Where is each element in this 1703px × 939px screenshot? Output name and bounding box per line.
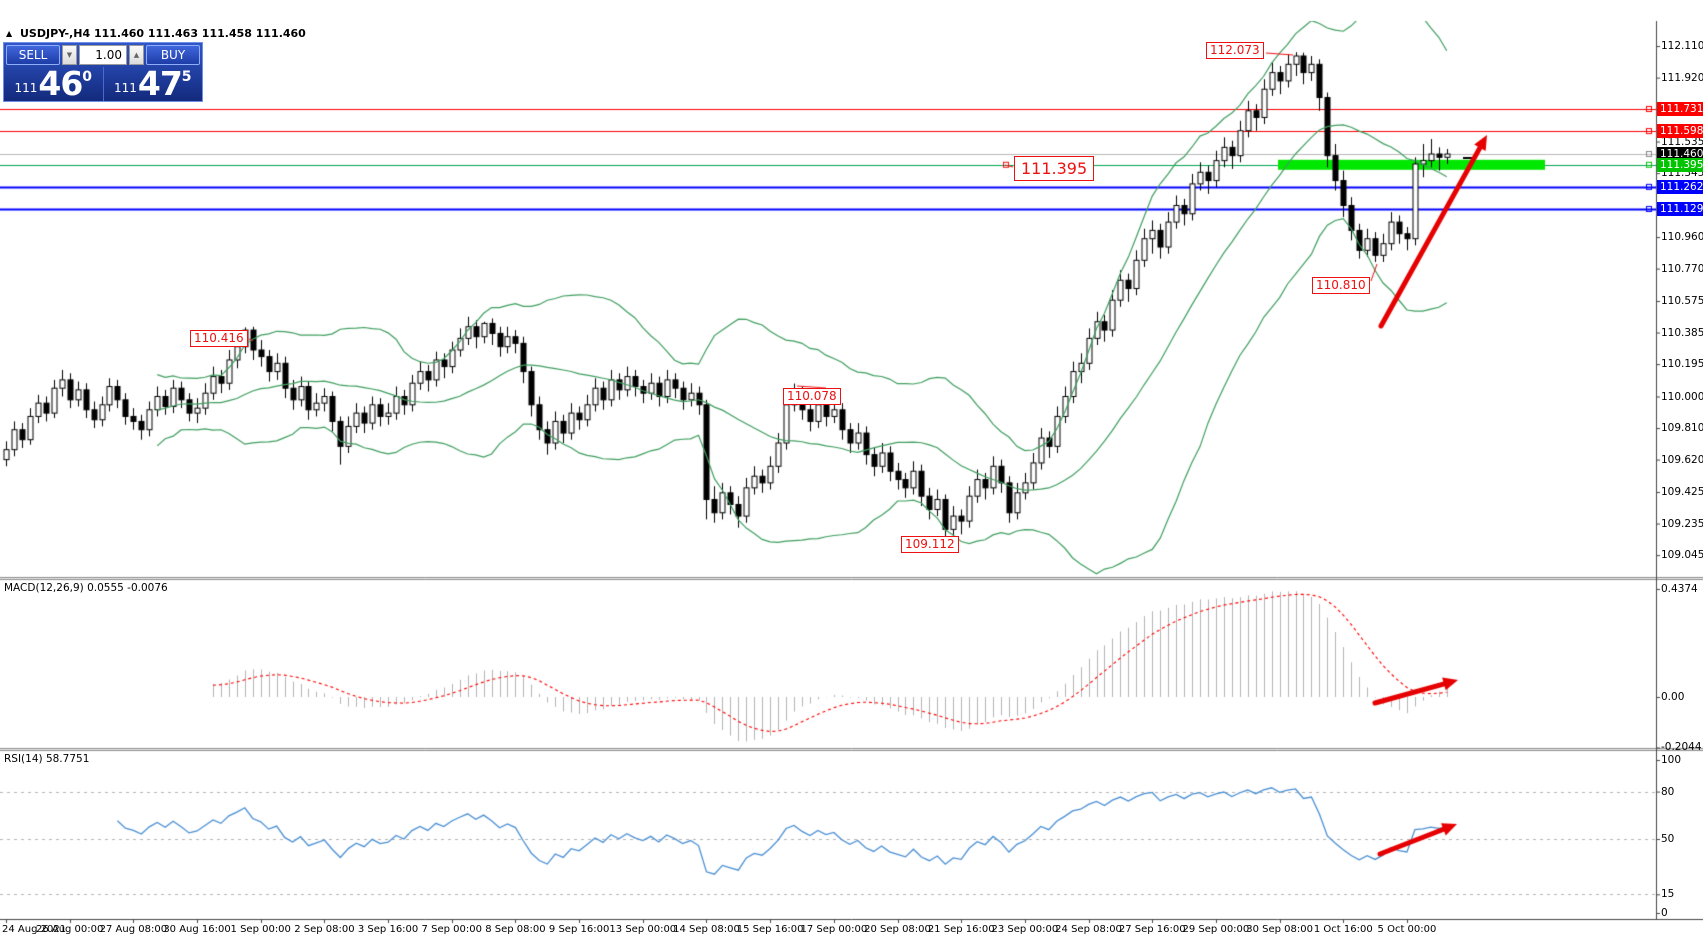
volume-input[interactable] [79, 45, 127, 65]
price-line-badge: 111.129 [1657, 201, 1703, 216]
time-axis-label: 30 Aug 16:00 [163, 924, 231, 935]
time-axis-label: 9 Sep 16:00 [548, 924, 610, 935]
macd-axis-tick: -0.2044 [1661, 741, 1702, 754]
price-line-badge: 111.731 [1657, 101, 1703, 116]
price-line-badge: 111.262 [1657, 179, 1703, 194]
time-axis-label: 1 Oct 16:00 [1313, 924, 1373, 935]
price-axis-tick: 109.425 [1661, 486, 1703, 498]
chart-ohlc-values: 111.460 111.463 111.458 111.460 [93, 27, 306, 40]
time-axis-label: 24 Sep 08:00 [1055, 924, 1122, 935]
time-axis-label: 27 Aug 08:00 [99, 924, 168, 935]
time-axis-label: 29 Sep 00:00 [1182, 924, 1250, 935]
price-axis-tick: 110.575 [1661, 294, 1703, 307]
bid-price[interactable]: 111 46 0 [4, 67, 104, 101]
volume-increase-button[interactable]: ▲ [129, 45, 144, 65]
ask-big-digits: 47 [137, 67, 183, 101]
price-axis-tick: 110.385 [1661, 326, 1703, 339]
volume-decrease-button[interactable]: ▼ [62, 45, 77, 65]
price-axis-tick: 111.920 [1661, 71, 1703, 84]
price-line-badge: 111.395 [1657, 157, 1703, 172]
price-axis-tick: 109.235 [1661, 517, 1703, 530]
price-axis-tick: 109.620 [1661, 453, 1703, 466]
rsi-label: RSI(14) 58.7751 [4, 753, 90, 765]
time-axis-label: 21 Sep 16:00 [927, 924, 995, 935]
ask-price[interactable]: 111 47 5 [104, 67, 203, 101]
macd-label: MACD(12,26,9) 0.0555 -0.0076 [4, 582, 168, 594]
direction-up-icon: ▲ [6, 29, 13, 38]
bid-big-digits: 46 [38, 67, 83, 101]
time-axis-label: 23 Sep 00:00 [991, 924, 1059, 935]
price-callout-label[interactable]: 110.078 [783, 388, 841, 405]
rsi-axis-tick: 100 [1661, 754, 1682, 766]
rsi-axis-tick: 80 [1661, 785, 1675, 798]
time-axis-label: 3 Sep 16:00 [357, 924, 419, 935]
price-axis-tick: 110.195 [1661, 358, 1703, 371]
price-line-badge: 111.598 [1657, 124, 1703, 139]
time-axis-label: 26 Aug 00:00 [35, 924, 104, 935]
macd-axis-tick: 0.4374 [1661, 582, 1698, 595]
price-callout-label[interactable]: 112.073 [1206, 42, 1264, 59]
rsi-axis-tick: 0 [1661, 907, 1668, 919]
time-axis-label: 20 Sep 08:00 [864, 924, 931, 935]
price-axis-tick: 110.770 [1661, 262, 1703, 275]
time-axis-label: 7 Sep 00:00 [421, 924, 482, 935]
price-callout-label[interactable]: 111.395 [1014, 156, 1095, 181]
time-axis-label: 30 Sep 08:00 [1246, 924, 1313, 935]
price-axis-tick: 109.810 [1661, 422, 1703, 435]
time-axis-label: 8 Sep 08:00 [485, 924, 546, 935]
price-callout-label[interactable]: 110.416 [190, 330, 248, 347]
time-axis-label: 27 Sep 16:00 [1118, 924, 1186, 935]
price-axis-tick: 110.000 [1661, 390, 1703, 403]
price-axis-tick: 111.535 [1661, 135, 1703, 148]
time-axis-label: 15 Sep 16:00 [736, 924, 804, 935]
chart-symbol-period: USDJPY-,H4 [20, 27, 91, 40]
ask-prefix: 111 [113, 81, 137, 95]
time-axis-label: 1 Sep 00:00 [230, 924, 291, 935]
price-axis-tick: 110.960 [1661, 231, 1703, 244]
sell-button[interactable]: SELL [6, 45, 60, 65]
price-callout-label[interactable]: 110.810 [1312, 277, 1370, 294]
one-click-trading-panel: SELL ▼ ▲ BUY 111 46 0 111 47 5 [3, 42, 203, 102]
ask-pip-digit: 5 [181, 69, 192, 85]
chart-ohlc-header: ▲ USDJPY-,H4 111.460 111.463 111.458 111… [6, 27, 306, 40]
price-callout-label[interactable]: 109.112 [901, 536, 959, 553]
bid-prefix: 111 [14, 81, 38, 95]
price-axis-tick: 109.045 [1661, 549, 1703, 562]
time-axis-label: 14 Sep 08:00 [673, 924, 740, 935]
time-axis-label: 13 Sep 00:00 [609, 924, 677, 935]
price-line-badge: 111.460 [1657, 147, 1703, 161]
macd-axis-tick: 0.00 [1661, 691, 1685, 703]
rsi-axis-tick: 50 [1661, 833, 1675, 845]
time-axis-label: 24 Aug 2021 [2, 924, 67, 935]
buy-button[interactable]: BUY [146, 45, 200, 65]
time-axis-label: 5 Oct 00:00 [1377, 924, 1437, 935]
rsi-axis-tick: 15 [1661, 888, 1675, 901]
time-axis-label: 17 Sep 00:00 [800, 924, 868, 935]
bid-pip-digit: 0 [82, 69, 93, 85]
time-axis-label: 2 Sep 08:00 [294, 924, 355, 935]
price-axis-tick: 112.110 [1661, 40, 1703, 53]
